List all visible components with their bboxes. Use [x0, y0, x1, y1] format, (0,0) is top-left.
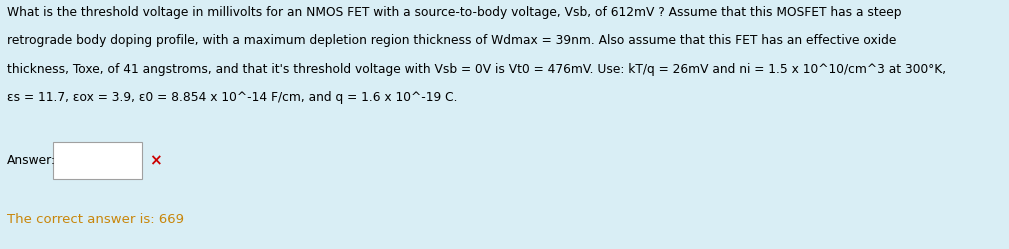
- FancyBboxPatch shape: [53, 142, 142, 179]
- Text: Answer:: Answer:: [7, 154, 57, 167]
- Text: εs = 11.7, εox = 3.9, ε0 = 8.854 x 10^-14 F/cm, and q = 1.6 x 10^-19 C.: εs = 11.7, εox = 3.9, ε0 = 8.854 x 10^-1…: [7, 91, 457, 104]
- Text: thickness, Toxe, of 41 angstroms, and that it's threshold voltage with Vsb = 0V : thickness, Toxe, of 41 angstroms, and th…: [7, 63, 946, 76]
- Text: ×: ×: [149, 153, 162, 168]
- Text: What is the threshold voltage in millivolts for an NMOS FET with a source-to-bod: What is the threshold voltage in millivo…: [7, 5, 902, 18]
- Text: The correct answer is: 669: The correct answer is: 669: [7, 213, 184, 226]
- Text: retrograde body doping profile, with a maximum depletion region thickness of Wdm: retrograde body doping profile, with a m…: [7, 34, 896, 47]
